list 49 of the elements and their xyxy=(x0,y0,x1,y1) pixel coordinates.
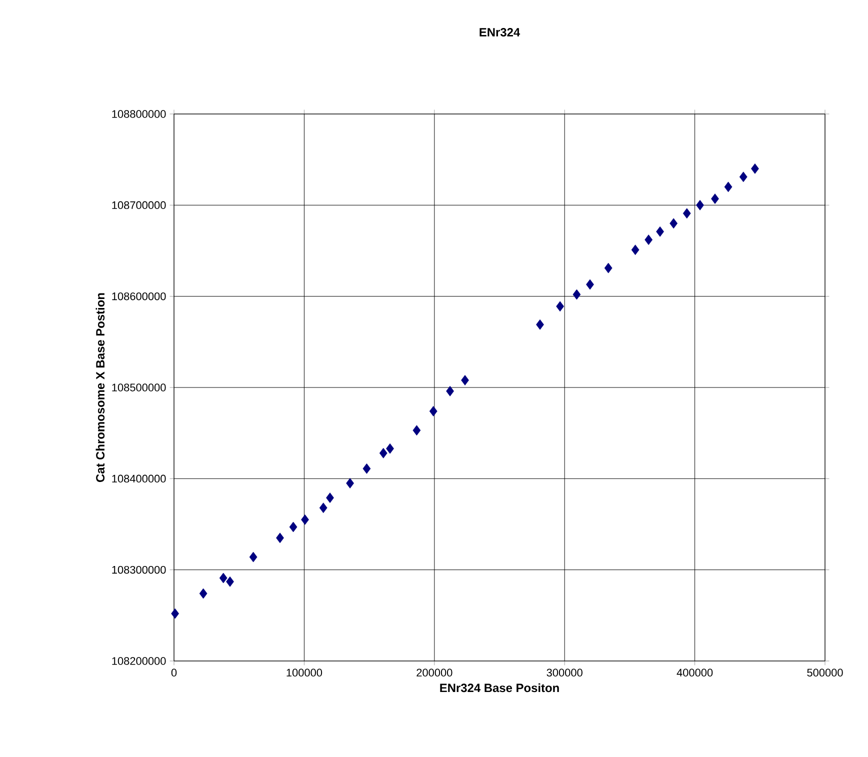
y-tick-label: 108500000 xyxy=(112,384,166,392)
point xyxy=(319,502,328,514)
point xyxy=(656,226,664,237)
point xyxy=(289,522,298,532)
x-tick-label: 200000 xyxy=(416,668,452,677)
point xyxy=(644,234,653,245)
point xyxy=(604,262,612,274)
y-tick-label: 108800000 xyxy=(112,110,166,118)
point xyxy=(711,194,719,204)
x-tick-label: 0 xyxy=(171,668,177,677)
chart-title: ENr324 xyxy=(480,28,520,36)
point xyxy=(301,514,309,525)
y-axis-title: Cat Chromosome X Base Postion xyxy=(96,293,105,482)
point xyxy=(631,244,640,256)
point xyxy=(586,279,594,290)
point xyxy=(362,463,371,474)
y-tick-label: 108300000 xyxy=(112,566,166,574)
point xyxy=(346,478,354,488)
point xyxy=(226,576,234,587)
point xyxy=(249,552,258,562)
y-tick-label: 108600000 xyxy=(112,292,166,300)
point xyxy=(556,301,564,312)
point xyxy=(219,572,228,584)
point xyxy=(326,492,334,503)
point xyxy=(276,532,284,544)
point xyxy=(682,208,691,219)
point xyxy=(199,588,208,599)
point xyxy=(429,406,438,416)
point xyxy=(739,172,748,182)
point xyxy=(386,443,394,454)
point xyxy=(171,608,179,619)
point xyxy=(572,289,581,300)
point xyxy=(461,374,469,386)
x-tick-label: 100000 xyxy=(286,668,322,677)
x-axis-title: ENr324 Base Positon xyxy=(440,683,559,692)
point xyxy=(412,425,421,436)
point xyxy=(751,163,759,174)
point xyxy=(536,319,544,330)
x-tick-label: 400000 xyxy=(676,668,713,677)
point xyxy=(724,182,732,192)
point xyxy=(696,200,704,210)
y-tick-label: 108700000 xyxy=(112,201,166,210)
x-tick-label: 300000 xyxy=(546,668,582,677)
point xyxy=(446,386,454,396)
y-tick-label: 108200000 xyxy=(112,657,166,665)
x-tick-label: 500000 xyxy=(807,668,843,677)
point xyxy=(670,218,678,229)
y-tick-label: 108400000 xyxy=(112,474,166,483)
point xyxy=(379,448,388,458)
